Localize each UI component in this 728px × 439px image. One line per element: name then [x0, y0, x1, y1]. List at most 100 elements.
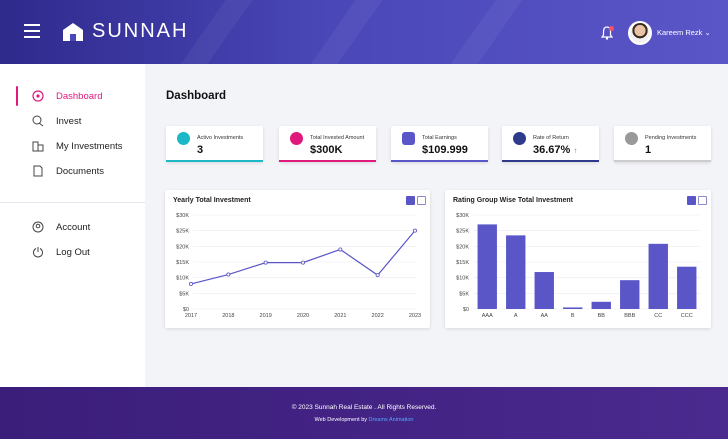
bar [648, 243, 668, 309]
sidebar-item-label: My Investments [56, 140, 123, 152]
sidebar-item-logout[interactable]: Log Out [0, 242, 145, 262]
y-tick-label: $5K [179, 291, 189, 297]
sidebar-item-label: Documents [56, 165, 105, 177]
x-tick-label: 2022 [372, 313, 384, 319]
dashboard-icon [32, 90, 44, 102]
chart-tools [687, 196, 707, 205]
stat-value: $300K [310, 144, 343, 156]
stat-label: Pending Investments [645, 135, 697, 141]
house-logo-icon [63, 22, 83, 41]
stat-label: Rate of Return [533, 135, 569, 141]
stat-card-rate-of-return[interactable]: Rate of Return 36.67% ↑ [502, 126, 599, 162]
data-point [300, 260, 305, 265]
user-avatar[interactable] [628, 21, 652, 45]
account-icon [32, 221, 44, 233]
series-line [190, 230, 416, 285]
bar-chart-card: Rating Group Wise Total Investment $30K $… [445, 190, 711, 328]
sidebar-item-label: Invest [56, 115, 82, 127]
bar [563, 307, 583, 309]
line-chart-title: Yearly Total Investment [173, 197, 251, 204]
active-indicator [16, 86, 18, 106]
chart-type-list-button[interactable] [698, 196, 707, 205]
x-tick-label: AA [541, 313, 549, 319]
stat-label: Total Earnings [422, 135, 457, 141]
sidebar-item-dashboard[interactable]: Dashboard [0, 86, 145, 106]
y-tick-label: $10K [176, 276, 189, 282]
sidebar-item-my-investments[interactable]: My Investments [0, 136, 145, 156]
sidebar-item-account[interactable]: Account [0, 217, 145, 237]
bar [677, 266, 697, 309]
y-tick-label: $20K [176, 244, 189, 250]
x-tick-label: 2020 [297, 313, 309, 319]
data-point [188, 281, 193, 286]
stat-value: 1 [645, 144, 652, 156]
data-point [375, 273, 380, 278]
footer: © 2023 Sunnah Real Estate . All Rights R… [0, 387, 728, 439]
chart-tools [406, 196, 426, 205]
line-chart-card: Yearly Total Investment $30K $25K $20K $15K… [165, 190, 430, 328]
logout-icon [33, 247, 43, 258]
percent-icon [513, 132, 526, 145]
x-tick-label: AAA [482, 313, 493, 319]
chart-bars-icon [177, 132, 190, 145]
chart-type-line-button[interactable] [417, 196, 426, 205]
stat-label: Activo Investments [197, 135, 244, 141]
hamburger-menu-button[interactable] [24, 24, 40, 38]
y-tick-label: $20K [456, 244, 469, 250]
sidebar-item-documents[interactable]: Documents [0, 161, 145, 181]
clock-icon [625, 132, 638, 145]
chart-type-area-button[interactable] [406, 196, 415, 205]
x-tick-label: 2018 [222, 313, 234, 319]
x-tick-label: A [514, 313, 518, 319]
x-tick-label: 2019 [260, 313, 272, 319]
sidebar-item-label: Dashboard [56, 90, 103, 102]
stat-card-total-invested[interactable]: Total Invested Amount $300K [279, 126, 376, 162]
bar-chart-title: Rating Group Wise Total Investment [453, 197, 573, 204]
bar [477, 224, 497, 309]
y-tick-label: $15K [456, 260, 469, 266]
data-point [263, 260, 268, 265]
data-point [338, 247, 343, 252]
logo[interactable]: SUNNAH [62, 20, 188, 43]
x-tick-label: 2021 [334, 313, 346, 319]
page-title: Dashboard [166, 90, 227, 102]
y-tick-label: $0 [183, 307, 189, 313]
stat-value: $109.999 [422, 144, 468, 156]
stat-value-text: 36.67% [533, 144, 571, 156]
stat-value: 3 [197, 144, 204, 156]
x-tick-label: CCC [681, 313, 693, 319]
stat-card-pending-investments[interactable]: Pending Investments 1 [614, 126, 711, 162]
sidebar-divider [0, 202, 145, 203]
sidebar-item-invest[interactable]: Invest [0, 111, 145, 131]
invest-icon [32, 115, 44, 127]
x-tick-label: 2023 [409, 313, 421, 319]
x-tick-label: BBB [624, 313, 635, 319]
bar [534, 272, 554, 309]
stat-card-total-earnings[interactable]: Total Earnings $109.999 [391, 126, 488, 162]
footer-copyright: © 2023 Sunnah Real Estate . All Rights R… [291, 404, 437, 411]
y-tick-label: $0 [463, 307, 469, 313]
bar [620, 280, 640, 309]
buildings-icon [32, 141, 44, 152]
y-tick-label: $25K [176, 229, 189, 235]
bar [591, 301, 611, 309]
y-tick-label: $30K [176, 213, 189, 219]
footer-credit: Web Development by Dreams Animation [0, 417, 728, 423]
bar [506, 235, 526, 309]
x-tick-label: B [571, 313, 575, 319]
user-name-dropdown[interactable]: Kareem Rezk ⌄ [657, 28, 711, 37]
documents-icon [33, 165, 43, 177]
y-tick-label: $10K [456, 276, 469, 282]
top-header: SUNNAH Kareem Rezk ⌄ [0, 0, 728, 64]
footer-credit-link[interactable]: Dreams Animation [368, 417, 414, 423]
bar-chart-icon [402, 132, 415, 145]
sidebar-item-label: Account [56, 221, 91, 233]
y-tick-label: $25K [456, 229, 469, 235]
stat-card-active-investments[interactable]: Activo Investments 3 [166, 126, 263, 162]
sidebar: Dashboard Invest My Investments Document… [0, 64, 145, 387]
chart-type-bar-button[interactable] [687, 196, 696, 205]
y-tick-label: $30K [456, 213, 469, 219]
x-tick-label: 2017 [185, 313, 197, 319]
notification-dot [609, 26, 614, 31]
